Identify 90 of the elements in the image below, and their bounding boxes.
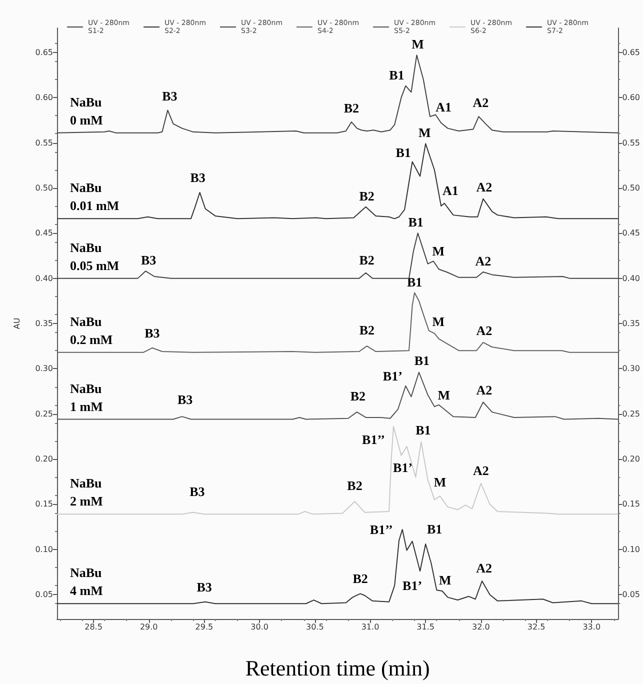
annotation: NaBu 0 mM (70, 94, 103, 128)
annotation: A2 (476, 322, 492, 338)
x-tick-label: 29.5 (195, 622, 214, 632)
annotation: B1’’ (362, 432, 385, 448)
y2-tick-label: 0.25 (622, 409, 640, 418)
annotation: A2 (472, 95, 489, 110)
annotation: A2 (472, 462, 489, 478)
annotation: B1 (389, 67, 404, 82)
line-series (56, 426, 619, 515)
x-tick-label: 32.0 (472, 622, 490, 632)
annotation: B1’’ (370, 522, 393, 538)
y2-tick-label: 0.15 (622, 500, 640, 509)
y-tick-label: 0.50 (35, 183, 53, 192)
annotation: NaBu 0.01 mM (70, 180, 120, 214)
y-tick-label: 0.20 (35, 454, 53, 464)
y2-tick-label: 0.20 (622, 454, 640, 464)
y-tick-label: 0.25 (35, 409, 53, 418)
x-tick-label: 29.0 (140, 622, 158, 632)
y-tick-label: 0.30 (35, 364, 53, 374)
annotation: M (434, 474, 446, 490)
annotation: M (439, 572, 452, 588)
annotation: B3 (144, 325, 160, 340)
x-tick-label: 31.5 (416, 622, 434, 632)
y-tick-label: 0.65 (35, 48, 53, 57)
annotation: M (418, 125, 431, 140)
y2-tick-label: 0.55 (622, 138, 640, 148)
annotation: B1’ (393, 460, 413, 475)
x-tick-label: 32.5 (527, 622, 546, 632)
annotation: B3 (177, 392, 194, 408)
annotation: B1’ (402, 578, 422, 593)
annotation: B2 (344, 100, 360, 116)
y-tick-label: 0.10 (35, 544, 53, 554)
annotation: M (412, 36, 424, 52)
line-series (56, 143, 619, 220)
annotation: NaBu 1 mM (70, 380, 103, 414)
annotation: B3 (140, 252, 157, 268)
y2-tick-label: 0.30 (622, 364, 640, 374)
annotation: A1 (442, 182, 458, 198)
annotation: NaBu 4 mM (70, 565, 103, 598)
x-tick-label: 33.0 (582, 622, 601, 632)
annotation: A2 (476, 179, 492, 194)
annotation: A2 (475, 253, 492, 268)
y-tick-label: 0.15 (35, 500, 53, 509)
y2-tick-label: 0.45 (622, 228, 640, 238)
annotation: B2 (359, 252, 374, 268)
annotation: NaBu 0.05 mM (70, 240, 120, 273)
y2-tick-label: 0.05 (622, 590, 640, 600)
y2-tick-label: 0.40 (622, 274, 640, 283)
annotation: B1 (406, 274, 422, 290)
annotation: NaBu 0.2 mM (70, 314, 113, 347)
annotation: B2 (347, 478, 362, 494)
x-tick-label: 31.0 (361, 622, 380, 632)
y-tick-label: 0.05 (35, 590, 53, 600)
annotation: M (438, 387, 450, 402)
annotation: M (432, 314, 445, 329)
annotation: NaBu 2 mM (70, 476, 103, 509)
annotation: B2 (350, 388, 366, 404)
annotation: A2 (476, 382, 492, 398)
y2-tick-label: 0.60 (622, 93, 640, 102)
annotation: B2 (359, 188, 374, 204)
y-axis-title: AU (12, 318, 22, 330)
annotation: B3 (190, 170, 206, 185)
y-tick-label: 0.45 (35, 228, 53, 238)
annotation: B2 (359, 322, 375, 338)
x-axis-title: Retention time (min) (245, 656, 430, 680)
x-tick-label: 30.0 (250, 622, 268, 632)
annotation: M (432, 244, 444, 259)
annotation: B1 (414, 352, 430, 368)
annotation: B1 (427, 521, 442, 536)
annotation: B1 (396, 145, 411, 160)
annotation: B1 (408, 214, 424, 230)
annotation: B1 (416, 422, 431, 438)
y-tick-label: 0.35 (35, 319, 53, 328)
y-tick-label: 0.40 (35, 274, 53, 283)
annotation: B3 (190, 484, 206, 499)
y2-tick-label: 0.35 (622, 319, 640, 328)
annotation: B1’ (382, 368, 402, 384)
y2-tick-label: 0.10 (622, 544, 640, 554)
annotation: B3 (162, 88, 178, 104)
x-tick-label: 28.5 (84, 622, 102, 632)
y-tick-label: 0.60 (35, 93, 53, 102)
y-tick-label: 0.55 (35, 138, 53, 148)
annotation: A1 (436, 99, 452, 114)
annotation: B2 (352, 571, 368, 586)
x-tick-label: 30.5 (306, 622, 324, 632)
y2-tick-label: 0.65 (622, 48, 640, 57)
y2-tick-label: 0.50 (622, 183, 640, 192)
annotation: B3 (196, 579, 212, 594)
annotation: A2 (476, 560, 492, 576)
line-series (56, 232, 619, 279)
